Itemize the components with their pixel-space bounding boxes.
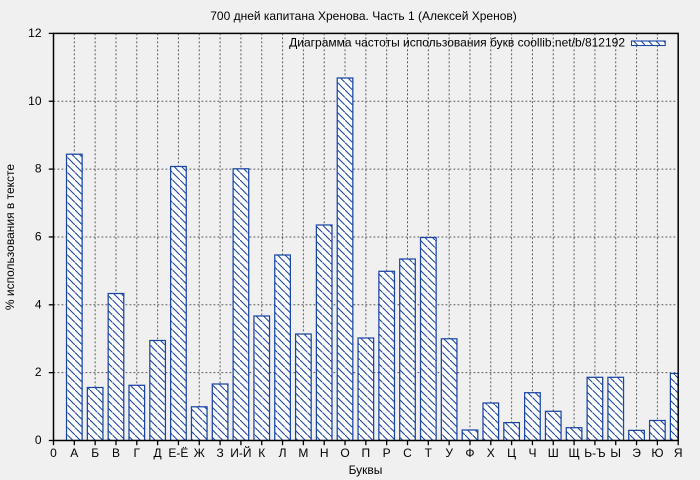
svg-text:2: 2 xyxy=(35,365,42,379)
svg-text:О: О xyxy=(340,446,349,460)
svg-text:% использования в тексте: % использования в тексте xyxy=(3,164,17,310)
svg-text:700 дней капитана Хренова. Час: 700 дней капитана Хренова. Часть 1 (Алек… xyxy=(210,9,517,23)
svg-text:Буквы: Буквы xyxy=(349,463,383,477)
svg-text:0: 0 xyxy=(35,433,42,447)
svg-text:И-Й: И-Й xyxy=(230,445,251,460)
svg-text:0: 0 xyxy=(50,446,57,460)
svg-text:4: 4 xyxy=(35,297,42,311)
svg-text:Г: Г xyxy=(134,446,141,460)
svg-text:В: В xyxy=(112,446,120,460)
svg-text:П: П xyxy=(362,446,371,460)
svg-text:Б: Б xyxy=(91,446,99,460)
svg-text:6: 6 xyxy=(35,230,42,244)
svg-text:Н: Н xyxy=(320,446,329,460)
svg-text:Диаграмма частоты использовани: Диаграмма частоты использования букв coo… xyxy=(289,36,625,50)
svg-text:Т: Т xyxy=(425,446,433,460)
svg-text:М: М xyxy=(298,446,308,460)
svg-text:8: 8 xyxy=(35,162,42,176)
svg-text:Ц: Ц xyxy=(507,446,516,460)
svg-text:Е-Ё: Е-Ё xyxy=(168,446,188,460)
svg-text:Ф: Ф xyxy=(465,446,474,460)
svg-text:А: А xyxy=(70,446,78,460)
svg-text:З: З xyxy=(216,446,223,460)
svg-text:Ь-Ъ: Ь-Ъ xyxy=(584,446,605,460)
svg-text:К: К xyxy=(258,446,265,460)
svg-text:Л: Л xyxy=(279,446,287,460)
svg-text:Ч: Ч xyxy=(528,446,536,460)
svg-text:У: У xyxy=(445,446,453,460)
svg-text:Д: Д xyxy=(154,446,162,460)
svg-text:Ю: Ю xyxy=(651,446,663,460)
svg-text:12: 12 xyxy=(28,26,42,40)
svg-text:Щ: Щ xyxy=(568,446,579,460)
svg-text:10: 10 xyxy=(28,94,42,108)
svg-text:Я: Я xyxy=(674,446,683,460)
svg-text:Р: Р xyxy=(383,446,391,460)
svg-text:Х: Х xyxy=(487,446,495,460)
svg-text:С: С xyxy=(403,446,412,460)
svg-text:Ш: Ш xyxy=(548,446,559,460)
svg-text:Ы: Ы xyxy=(610,446,621,460)
svg-text:Э: Э xyxy=(632,446,641,460)
svg-text:Ж: Ж xyxy=(194,446,205,460)
